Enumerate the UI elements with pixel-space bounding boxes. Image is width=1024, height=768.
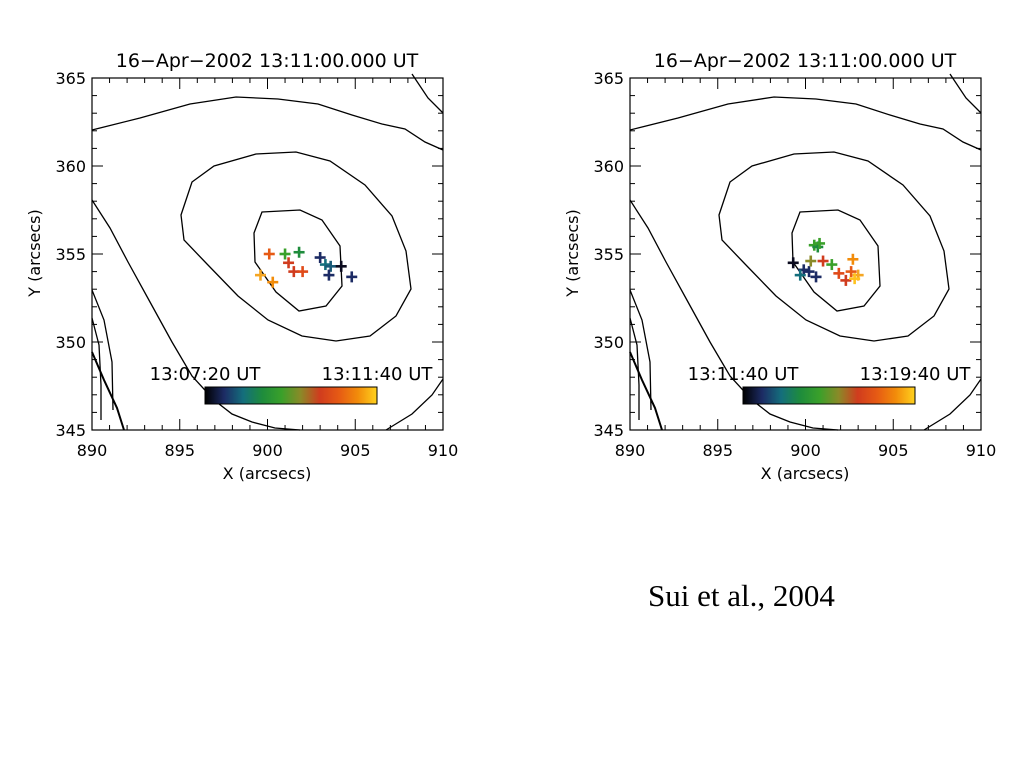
centroid-marker bbox=[314, 252, 326, 264]
centroid-marker bbox=[263, 248, 275, 260]
contours bbox=[629, 73, 982, 431]
contour-line bbox=[629, 289, 652, 411]
contour-line bbox=[629, 317, 640, 420]
centroid-marker bbox=[325, 260, 337, 272]
time-colorbar: 13:07:20 UT 13:11:40 UT bbox=[150, 364, 434, 405]
y-tick-label: 350 bbox=[55, 333, 86, 352]
centroid-marker bbox=[817, 255, 829, 267]
contour-line bbox=[91, 317, 102, 420]
contour-line bbox=[629, 96, 982, 151]
x-tick-label: 905 bbox=[878, 441, 909, 460]
x-axis-label: X (arcsecs) bbox=[761, 464, 850, 483]
x-tick-label: 895 bbox=[164, 441, 195, 460]
centroid-marker bbox=[283, 257, 295, 269]
x-tick-label: 910 bbox=[428, 441, 459, 460]
plot-axes: 890 895 900 905 910 345 350 355 360 365 bbox=[55, 69, 458, 460]
x-tick-label: 910 bbox=[966, 441, 997, 460]
contour-line bbox=[180, 151, 412, 342]
centroid-marker bbox=[323, 269, 335, 281]
contour-line bbox=[91, 96, 444, 151]
colorbar-gradient bbox=[742, 386, 916, 405]
y-tick-label: 345 bbox=[593, 421, 624, 440]
centroid-marker bbox=[267, 276, 279, 288]
x-tick-label: 890 bbox=[615, 441, 646, 460]
contour-line bbox=[411, 73, 444, 114]
contour-line bbox=[629, 199, 839, 431]
plot-title: 16−Apr−2002 13:11:00.000 UT bbox=[116, 50, 419, 72]
y-tick-label: 350 bbox=[593, 333, 624, 352]
y-axis-label: Y (arcsecs) bbox=[25, 209, 44, 297]
y-tick-label: 355 bbox=[593, 245, 624, 264]
centroid-marker bbox=[805, 255, 817, 267]
centroid-marker bbox=[297, 266, 309, 278]
centroid-marker bbox=[787, 257, 799, 269]
x-tick-label: 895 bbox=[702, 441, 733, 460]
contour-line bbox=[253, 209, 343, 312]
contour-line bbox=[91, 289, 114, 411]
y-axis-label: Y (arcsecs) bbox=[563, 209, 582, 297]
centroid-marker bbox=[254, 269, 266, 281]
centroid-marker bbox=[346, 271, 358, 283]
centroid-marker bbox=[833, 267, 845, 279]
tick-marks bbox=[629, 77, 982, 431]
y-tick-label: 355 bbox=[55, 245, 86, 264]
centroid-marker bbox=[794, 269, 806, 281]
centroid-marker bbox=[826, 259, 838, 271]
x-tick-label: 905 bbox=[340, 441, 371, 460]
y-tick-label: 365 bbox=[55, 69, 86, 88]
centroid-marker bbox=[840, 274, 852, 286]
centroid-marker bbox=[845, 266, 857, 278]
y-tick-label: 360 bbox=[55, 157, 86, 176]
x-tick-label: 890 bbox=[77, 441, 108, 460]
colorbar-end-label: 13:19:40 UT bbox=[860, 364, 972, 385]
contour-line bbox=[923, 378, 982, 431]
centroid-markers bbox=[787, 237, 864, 286]
colorbar-gradient bbox=[204, 386, 378, 405]
centroid-markers bbox=[254, 246, 358, 288]
centroid-marker bbox=[279, 248, 291, 260]
contour-line bbox=[718, 151, 950, 342]
plot-title: 16−Apr−2002 13:11:00.000 UT bbox=[654, 50, 957, 72]
centroid-marker bbox=[814, 237, 826, 249]
time-colorbar: 13:11:40 UT 13:19:40 UT bbox=[688, 364, 972, 405]
contour-line bbox=[385, 378, 444, 431]
plot-axes: 890 895 900 905 910 345 350 355 360 365 bbox=[593, 69, 996, 460]
citation-text: Sui et al., 2004 bbox=[648, 578, 835, 613]
right-panel: 16−Apr−2002 13:11:00.000 UT 13:11:40 UT … bbox=[563, 50, 996, 483]
centroid-marker bbox=[847, 253, 859, 265]
colorbar-end-label: 13:11:40 UT bbox=[322, 364, 434, 385]
contour-line bbox=[91, 351, 125, 431]
colorbar-start-label: 13:07:20 UT bbox=[150, 364, 262, 385]
centroid-marker bbox=[319, 259, 331, 271]
centroid-marker bbox=[803, 266, 815, 278]
y-tick-label: 360 bbox=[593, 157, 624, 176]
contours bbox=[91, 73, 444, 431]
x-tick-label: 900 bbox=[252, 441, 283, 460]
contour-line bbox=[91, 199, 301, 431]
x-axis-label: X (arcsecs) bbox=[223, 464, 312, 483]
centroid-marker bbox=[293, 246, 305, 258]
centroid-marker bbox=[335, 260, 347, 272]
contour-line bbox=[949, 73, 982, 114]
centroid-marker bbox=[849, 273, 861, 285]
colorbar-start-label: 13:11:40 UT bbox=[688, 364, 800, 385]
left-panel: 16−Apr−2002 13:11:00.000 UT 13:07:20 UT … bbox=[25, 50, 458, 483]
x-tick-label: 900 bbox=[790, 441, 821, 460]
centroid-marker bbox=[810, 271, 822, 283]
y-tick-label: 365 bbox=[593, 69, 624, 88]
y-tick-label: 345 bbox=[55, 421, 86, 440]
contour-line bbox=[629, 351, 663, 431]
contour-line bbox=[791, 209, 881, 312]
tick-marks bbox=[91, 77, 444, 431]
